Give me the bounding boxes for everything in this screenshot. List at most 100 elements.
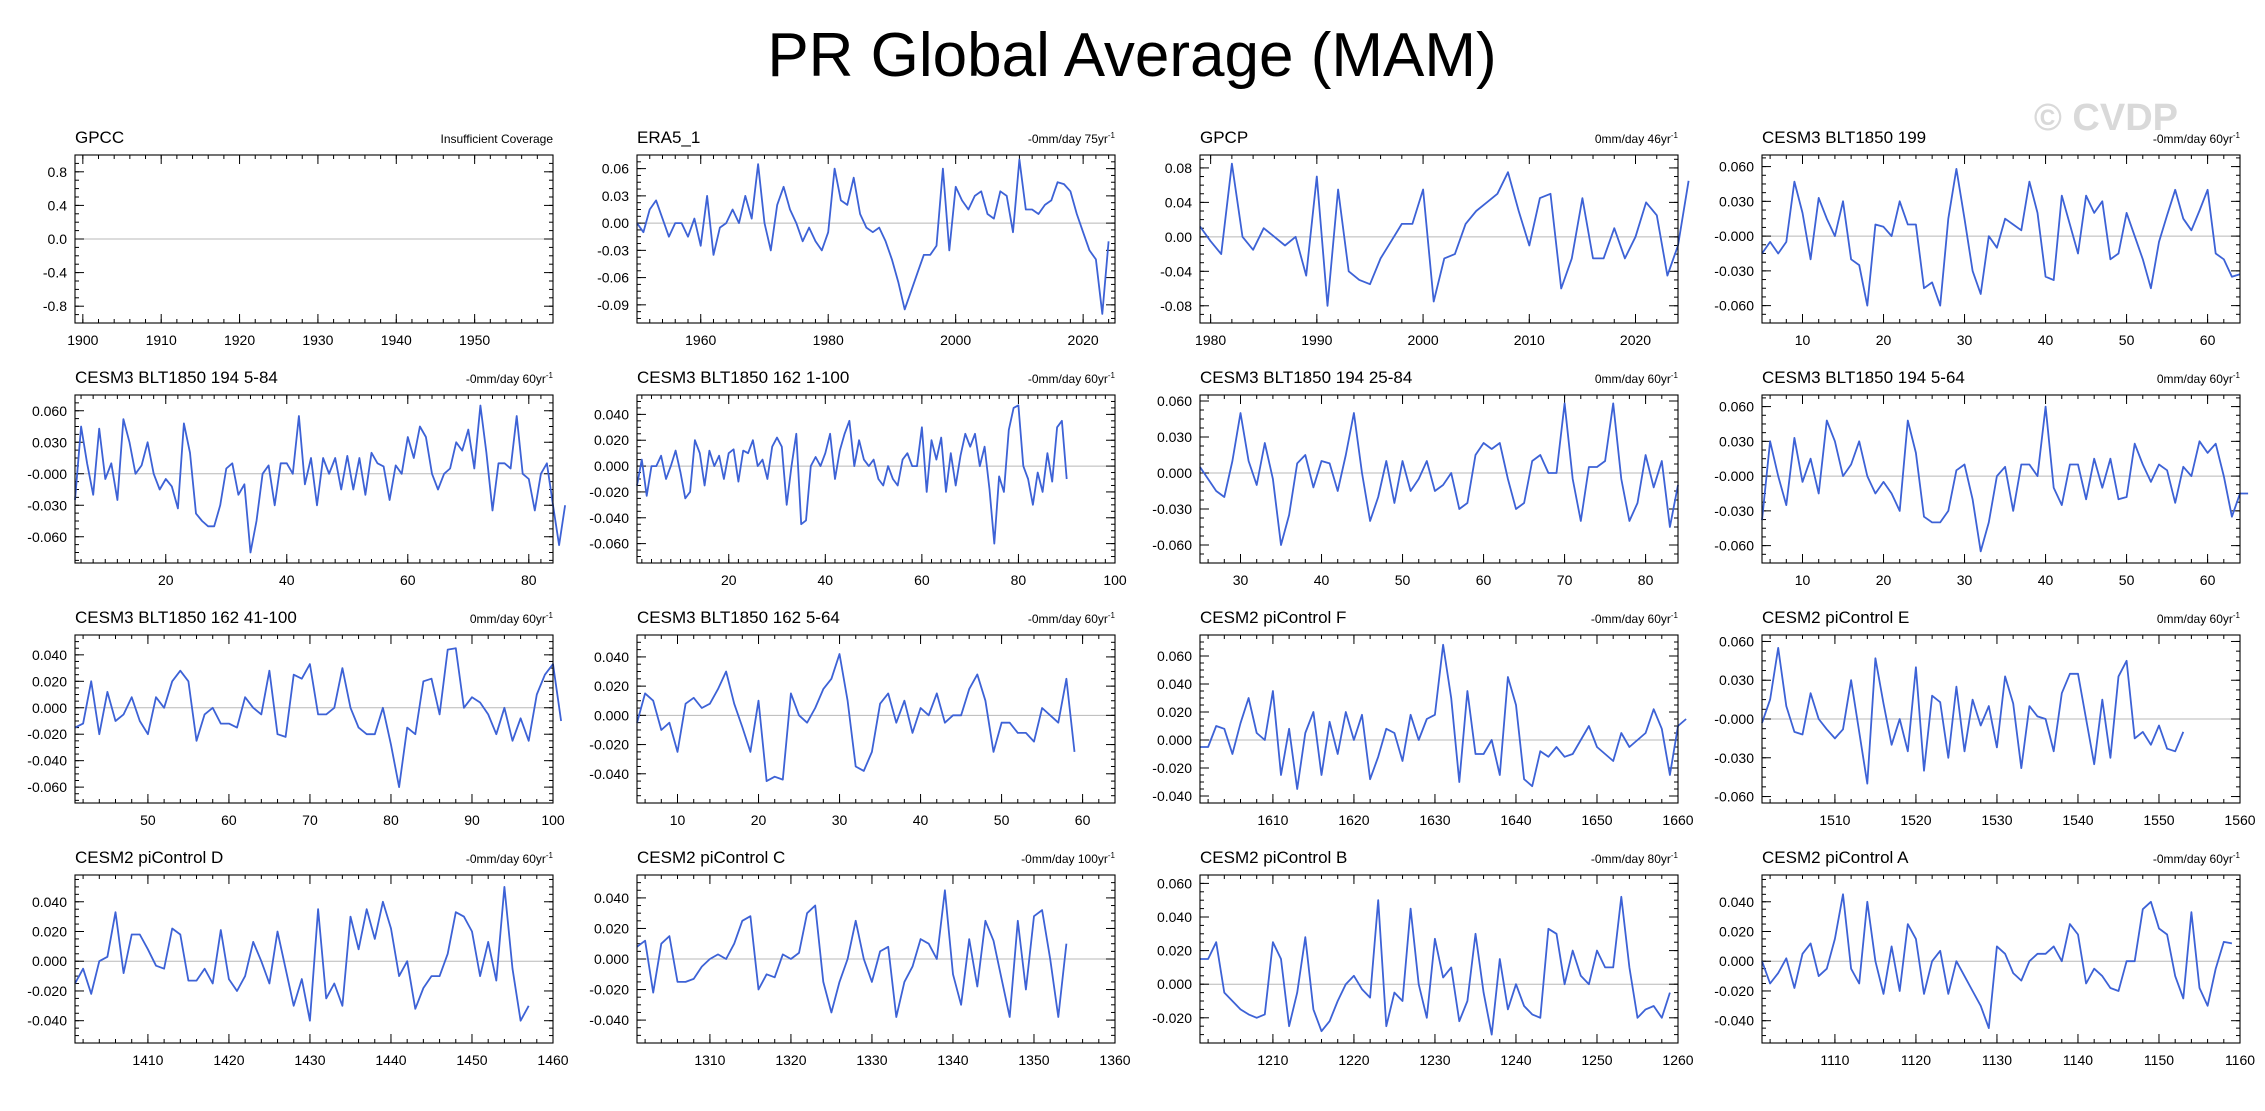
x-tick-label: 1530 [1981, 812, 2012, 828]
panel-annotation: Insufficient Coverage [440, 132, 553, 146]
y-tick-label: -0.8 [43, 298, 67, 314]
x-tick-label: 1980 [1195, 332, 1226, 348]
x-tick-label: 1960 [685, 332, 716, 348]
x-tick-label: 80 [1638, 572, 1654, 588]
x-tick-label: 1930 [302, 332, 333, 348]
panel-title: CESM2 piControl C [637, 848, 785, 867]
y-tick-label: -0.020 [1152, 760, 1192, 776]
x-tick-label: 1940 [381, 332, 412, 348]
plot-frame [74, 394, 554, 564]
panel-title: CESM2 piControl D [75, 848, 223, 867]
x-tick-label: 1260 [1662, 1052, 1693, 1068]
plot-frame [1761, 634, 2241, 804]
annotation-exponent: -1 [1671, 611, 1679, 620]
y-tick-label: 0.000 [1157, 976, 1192, 992]
y-tick-label: 0.020 [594, 432, 629, 448]
x-tick-label: 20 [751, 812, 767, 828]
panel-annotation: -0mm/day 100yr-1 [1021, 851, 1115, 866]
x-tick-label: 50 [2119, 572, 2135, 588]
x-tick-label: 40 [279, 572, 295, 588]
y-tick-label: 0.040 [594, 649, 629, 665]
plot-frame [636, 874, 1116, 1044]
y-tick-label: -0.040 [589, 510, 629, 526]
x-tick-label: 30 [1957, 572, 1973, 588]
x-tick-label: 1420 [213, 1052, 244, 1068]
x-tick-label: 1980 [813, 332, 844, 348]
panel-annotation: -0mm/day 60yr-1 [466, 851, 554, 866]
x-tick-label: 40 [913, 812, 929, 828]
x-tick-label: 80 [1011, 572, 1027, 588]
y-tick-label: -0.06 [597, 270, 629, 286]
y-tick-label: -0.000 [1714, 468, 1754, 484]
panel-annotation: -0mm/day 75yr-1 [1028, 131, 1116, 146]
y-tick-label: -0.030 [1714, 263, 1754, 279]
x-tick-label: 1560 [2224, 812, 2255, 828]
y-tick-label: -0.020 [27, 726, 67, 742]
plot-frame [1761, 394, 2241, 564]
x-tick-label: 2000 [940, 332, 971, 348]
y-tick-label: -0.020 [1714, 983, 1754, 999]
data-series-line [636, 404, 1068, 545]
panel-annotation: -0mm/day 60yr-1 [1591, 611, 1679, 626]
panel-annotation: -0mm/day 60yr-1 [2153, 851, 2241, 866]
x-tick-label: 50 [1395, 572, 1411, 588]
y-tick-label: 0.040 [1157, 909, 1192, 925]
panel-annotation: -0mm/day 60yr-1 [1028, 611, 1116, 626]
y-tick-label: 0.060 [1157, 393, 1192, 409]
annotation-exponent: -1 [546, 611, 554, 620]
chart-panel: GPCP 0mm/day 46yr-1 1980 1990 2000 2010 2020 0.… [1160, 128, 1690, 348]
x-tick-label: 1660 [1662, 812, 1693, 828]
y-tick-label: 0.020 [1157, 943, 1192, 959]
x-tick-label: 1340 [937, 1052, 968, 1068]
data-series-line [1761, 167, 2241, 307]
panel-annotation: -0mm/day 80yr-1 [1591, 851, 1679, 866]
y-tick-label: 0.4 [48, 197, 68, 213]
annotation-exponent: -1 [2233, 611, 2241, 620]
plot-frame [1199, 874, 1679, 1044]
y-tick-label: 0.030 [1719, 672, 1754, 688]
x-tick-label: 10 [670, 812, 686, 828]
x-tick-label: 1240 [1500, 1052, 1531, 1068]
panel-title: CESM2 piControl A [1762, 848, 1909, 867]
chart-panel: CESM3 BLT1850 194 5-84 -0mm/day 60yr-1 20 4… [27, 368, 566, 588]
x-tick-label: 1910 [146, 332, 177, 348]
x-tick-label: 60 [914, 572, 930, 588]
y-tick-label: 0.030 [32, 434, 67, 450]
panel-title: GPCC [75, 128, 124, 147]
y-tick-label: -0.4 [43, 265, 67, 281]
y-tick-label: -0.020 [589, 737, 629, 753]
x-tick-label: 30 [1233, 572, 1249, 588]
annotation-exponent: -1 [1108, 131, 1116, 140]
y-tick-label: -0.03 [597, 242, 629, 258]
x-tick-label: 2020 [1620, 332, 1651, 348]
y-tick-label: -0.020 [1152, 1010, 1192, 1026]
annotation-exponent: -1 [1671, 851, 1679, 860]
x-tick-label: 1120 [1901, 1052, 1931, 1068]
x-tick-label: 40 [2038, 332, 2054, 348]
data-series-line [636, 653, 1076, 782]
x-tick-label: 1350 [1018, 1052, 1049, 1068]
y-tick-label: -0.060 [589, 536, 629, 552]
annotation-exponent: -1 [546, 371, 554, 380]
x-tick-label: 1360 [1099, 1052, 1130, 1068]
x-tick-label: 60 [2200, 572, 2216, 588]
x-tick-label: 1540 [2062, 812, 2093, 828]
panel-annotation: 0mm/day 46yr-1 [1595, 131, 1679, 146]
annotation-exponent: -1 [2233, 131, 2241, 140]
plot-frame [636, 154, 1116, 324]
x-tick-label: 1630 [1419, 812, 1450, 828]
y-tick-label: -0.060 [1714, 538, 1754, 554]
figure-title: PR Global Average (MAM) [767, 21, 1496, 90]
annotation-exponent: -1 [1108, 371, 1116, 380]
x-tick-label: 20 [1876, 332, 1892, 348]
chart-panel: GPCC Insufficient Coverage 1900 1910 1920 193… [43, 128, 554, 348]
y-tick-label: 0.060 [1719, 399, 1754, 415]
data-series-line [1761, 405, 2249, 553]
panel-grid: GPCC Insufficient Coverage 1900 1910 1920 193… [27, 128, 2255, 1068]
panel-title: CESM3 BLT1850 162 1-100 [637, 368, 849, 387]
x-tick-label: 80 [383, 812, 399, 828]
annotation-exponent: -1 [2233, 371, 2241, 380]
y-tick-label: 0.000 [32, 700, 67, 716]
data-series-line [74, 404, 566, 554]
y-tick-label: -0.09 [597, 297, 629, 313]
